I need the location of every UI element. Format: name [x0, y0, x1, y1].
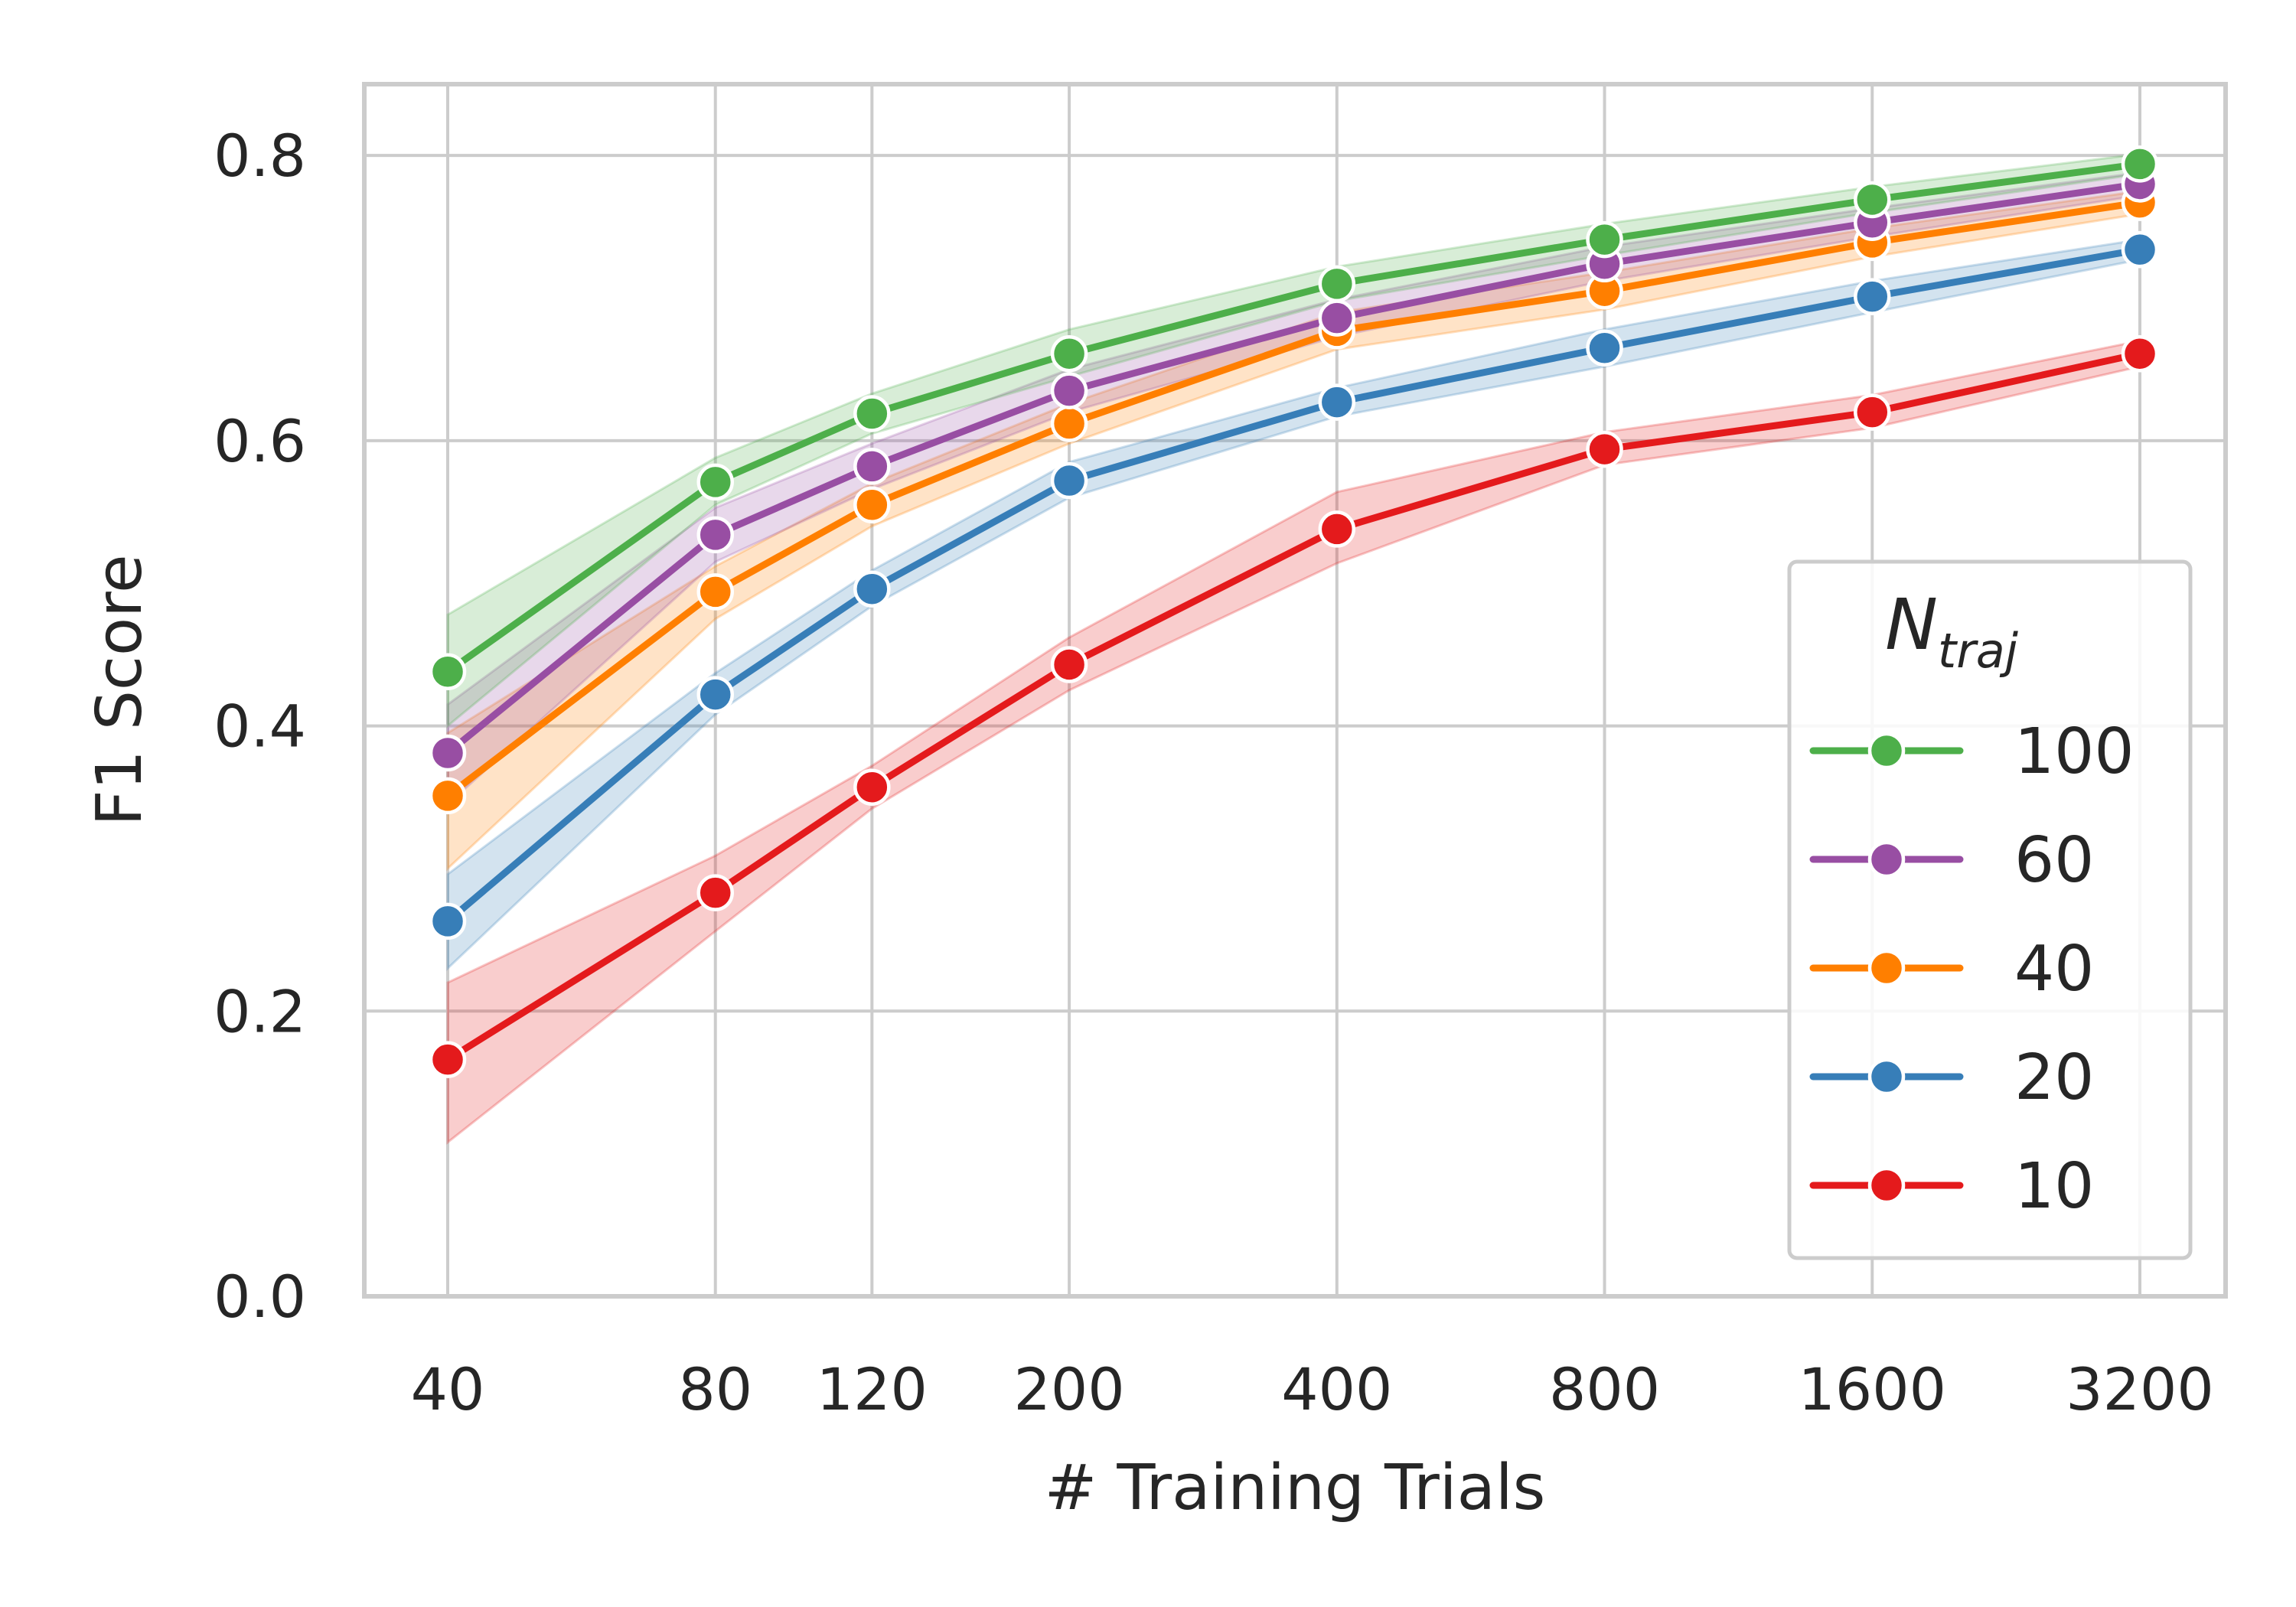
- data-point-20: [1318, 383, 1356, 421]
- series-line-100: [444, 160, 2144, 676]
- data-point-100: [853, 395, 891, 432]
- series-lines: [444, 160, 2144, 1064]
- data-point-60: [696, 516, 734, 554]
- data-point-10: [1050, 646, 1088, 683]
- data-point-20: [1854, 278, 1891, 315]
- data-point-60: [429, 734, 467, 772]
- data-point-60: [853, 448, 891, 485]
- y-tick-labels: 0.0 0.2 0.4 0.6 0.8: [214, 122, 306, 1331]
- y-tick-label: 0.2: [214, 977, 306, 1045]
- data-point-20: [429, 902, 467, 940]
- data-point-10: [1586, 430, 1623, 468]
- data-point-40: [429, 777, 467, 815]
- legend-items: 100 60 40 20 10: [1809, 715, 2135, 1223]
- data-point-20: [1050, 461, 1088, 500]
- data-point-10: [2121, 334, 2159, 373]
- y-tick-label: 0.6: [214, 407, 306, 475]
- data-point-100: [1854, 181, 1891, 219]
- y-tick-label: 0.0: [214, 1263, 306, 1331]
- legend-label-100: 100: [2014, 715, 2135, 788]
- x-tick-label: 40: [411, 1355, 485, 1423]
- legend-label-60: 60: [2014, 824, 2094, 897]
- data-point-100: [696, 463, 734, 501]
- x-tick-label: 80: [678, 1355, 752, 1423]
- legend-marker-60: [1867, 840, 1906, 878]
- legend-title-main: N: [1885, 584, 1938, 666]
- series-line-10: [444, 350, 2144, 1064]
- x-tick-label: 120: [817, 1355, 928, 1423]
- legend-title-sub: traj: [1938, 623, 2019, 679]
- data-point-10: [696, 874, 734, 911]
- data-point-100: [1050, 334, 1088, 373]
- y-tick-label: 0.8: [214, 122, 306, 190]
- data-point-60: [1050, 372, 1088, 409]
- series-line-60: [444, 180, 2144, 757]
- x-tick-label: 3200: [2066, 1355, 2213, 1423]
- data-point-40: [1050, 405, 1088, 442]
- legend-marker-20: [1867, 1058, 1906, 1096]
- y-axis-label: F1 Score: [83, 554, 156, 826]
- data-point-100: [2121, 145, 2159, 183]
- data-point-100: [1586, 220, 1623, 259]
- data-point-20: [1586, 329, 1623, 367]
- data-point-20: [696, 676, 734, 713]
- legend-marker-100: [1867, 732, 1906, 770]
- data-point-40: [853, 486, 891, 523]
- x-tick-label: 400: [1281, 1355, 1392, 1423]
- y-tick-label: 0.4: [214, 693, 306, 761]
- legend: Ntraj 100 60 40 20 10: [1787, 559, 2193, 1260]
- legend-label-10: 10: [2014, 1150, 2094, 1223]
- data-point-20: [853, 570, 891, 608]
- series-line-20: [444, 246, 2144, 925]
- data-point-40: [696, 573, 734, 611]
- data-point-10: [429, 1041, 467, 1078]
- data-point-100: [1318, 265, 1356, 303]
- legend-marker-40: [1867, 949, 1906, 987]
- data-point-10: [1318, 510, 1356, 548]
- legend-label-40: 40: [2014, 933, 2094, 1006]
- legend-marker-10: [1867, 1166, 1906, 1204]
- series-line-40: [444, 199, 2144, 800]
- legend-label-20: 20: [2014, 1041, 2094, 1114]
- x-tick-labels: 40 80 120 200 400 800 1600 3200: [411, 1355, 2214, 1423]
- x-axis-label: # Training Trials: [1045, 1452, 1546, 1524]
- data-point-10: [853, 768, 891, 806]
- data-point-60: [1318, 299, 1356, 337]
- x-tick-label: 200: [1014, 1355, 1125, 1423]
- x-tick-label: 800: [1549, 1355, 1660, 1423]
- data-point-10: [1854, 393, 1891, 431]
- plot-frame: [362, 82, 2228, 1299]
- x-tick-label: 1600: [1799, 1355, 1946, 1423]
- series-markers: [429, 145, 2159, 1078]
- legend-title: Ntraj: [1885, 584, 2019, 679]
- data-point-20: [2121, 230, 2159, 269]
- data-point-100: [429, 653, 467, 691]
